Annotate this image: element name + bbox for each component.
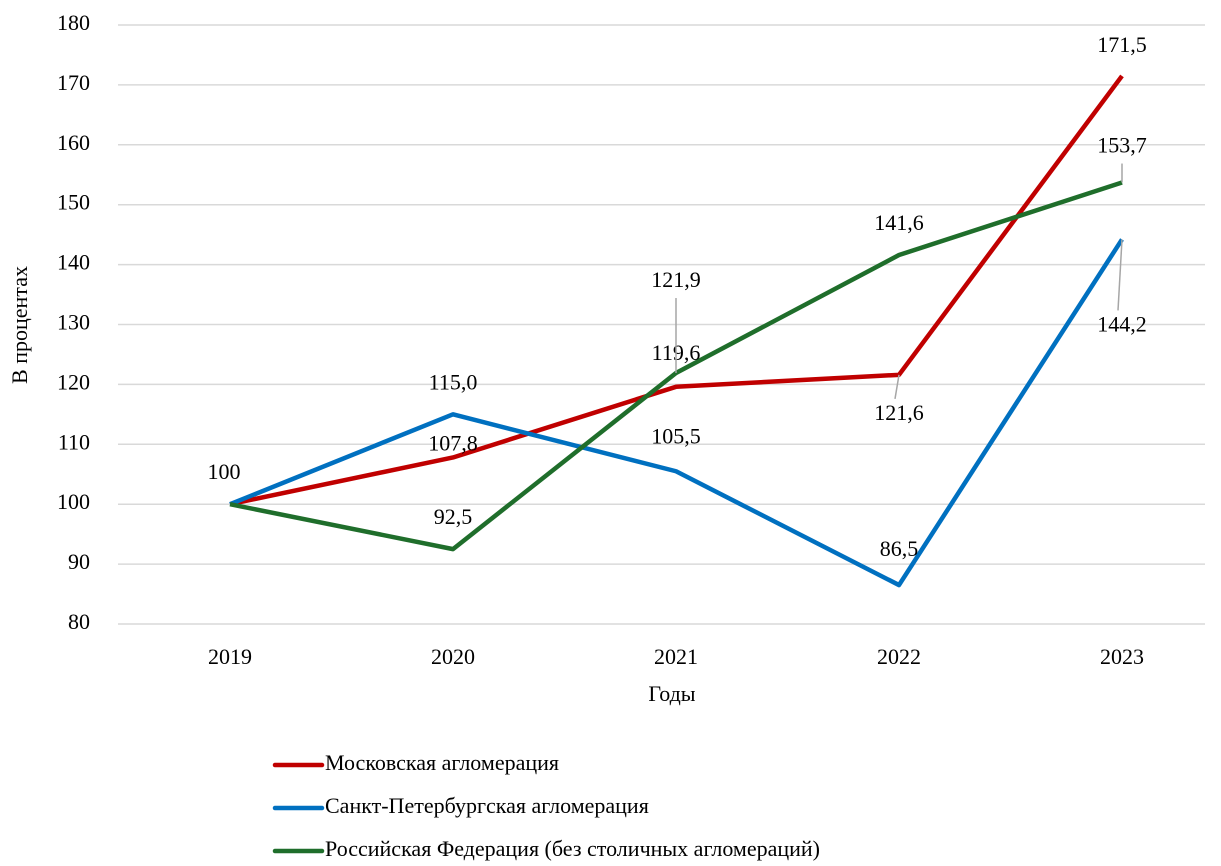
data-label: 86,5 bbox=[880, 536, 919, 561]
y-tick-label: 140 bbox=[57, 250, 90, 275]
y-tick-label: 160 bbox=[57, 130, 90, 155]
series-line bbox=[229, 238, 1124, 588]
y-tick-label: 90 bbox=[68, 549, 90, 574]
x-tick-label: 2020 bbox=[431, 644, 475, 669]
x-tick-label: 2023 bbox=[1100, 644, 1144, 669]
data-label: 107,8 bbox=[428, 431, 478, 456]
x-tick-label: 2019 bbox=[208, 644, 252, 669]
y-tick-label: 120 bbox=[57, 369, 90, 394]
legend-label: Московская агломерация bbox=[325, 750, 559, 775]
y-tick-label: 80 bbox=[68, 609, 90, 634]
y-tick-label: 100 bbox=[57, 489, 90, 514]
data-label: 141,6 bbox=[874, 210, 924, 235]
x-axis-label: Годы bbox=[648, 681, 695, 706]
data-label: 144,2 bbox=[1097, 311, 1147, 336]
data-label: 100 bbox=[208, 459, 241, 484]
data-label: 121,6 bbox=[874, 400, 924, 425]
y-axis-label: В процентах bbox=[7, 266, 32, 384]
legend-label: Санкт-Петербургская агломерация bbox=[325, 793, 649, 818]
y-tick-label: 170 bbox=[57, 70, 90, 95]
y-tick-label: 150 bbox=[57, 190, 90, 215]
leader-line bbox=[894, 374, 900, 399]
y-tick-label: 130 bbox=[57, 310, 90, 335]
data-label: 171,5 bbox=[1097, 32, 1147, 57]
data-label: 105,5 bbox=[651, 423, 701, 448]
leader-line bbox=[1117, 239, 1123, 311]
legend-label: Российская Федерация (без столичных агло… bbox=[325, 836, 820, 861]
x-tick-label: 2022 bbox=[877, 644, 921, 669]
series-line bbox=[229, 74, 1124, 507]
y-tick-label: 110 bbox=[58, 429, 90, 454]
data-label: 153,7 bbox=[1097, 133, 1147, 158]
y-tick-label: 180 bbox=[57, 10, 90, 35]
data-label: 115,0 bbox=[429, 369, 478, 394]
x-tick-label: 2021 bbox=[654, 644, 698, 669]
data-label: 121,9 bbox=[651, 267, 701, 292]
data-label: 92,5 bbox=[434, 504, 473, 529]
